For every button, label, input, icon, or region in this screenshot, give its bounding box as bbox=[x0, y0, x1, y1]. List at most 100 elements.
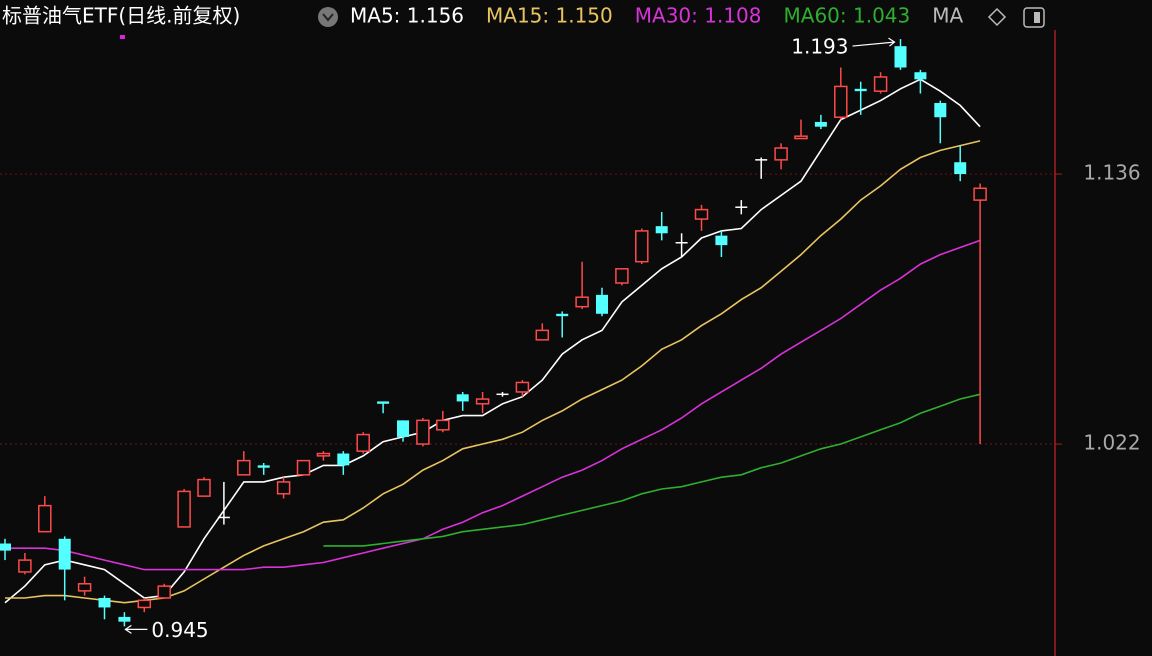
candle bbox=[0, 538, 11, 561]
y-tick-label: 1.136 bbox=[1083, 161, 1140, 185]
candle bbox=[118, 612, 131, 627]
candle-body bbox=[118, 616, 131, 622]
dropdown-button[interactable] bbox=[318, 7, 338, 27]
candle bbox=[655, 211, 668, 241]
candle bbox=[58, 536, 71, 601]
candle bbox=[575, 261, 589, 310]
candle-body bbox=[296, 459, 311, 476]
candle bbox=[98, 595, 111, 620]
candle-body bbox=[575, 296, 589, 308]
candle bbox=[615, 268, 629, 286]
candle bbox=[316, 451, 331, 461]
chart-title: 标普油气ETF(日线.前复权) bbox=[2, 4, 240, 28]
candle bbox=[475, 391, 490, 414]
panel-toggle[interactable] bbox=[1023, 7, 1045, 28]
candle bbox=[456, 391, 469, 411]
candle bbox=[556, 311, 569, 338]
candle bbox=[397, 420, 409, 442]
candle bbox=[715, 230, 728, 257]
candle-body bbox=[98, 597, 111, 608]
annotation-arrow bbox=[852, 41, 895, 47]
candle bbox=[834, 67, 848, 120]
candle bbox=[496, 391, 509, 397]
candle-body bbox=[715, 235, 728, 246]
candle-body bbox=[137, 599, 152, 609]
candle bbox=[276, 477, 291, 499]
candle-body bbox=[655, 226, 668, 234]
panel-icon-fill bbox=[1034, 12, 1040, 23]
diamond-icon[interactable] bbox=[987, 7, 1007, 27]
candle bbox=[356, 432, 370, 454]
candle-body bbox=[356, 433, 370, 452]
candle-body bbox=[416, 419, 430, 445]
candle bbox=[38, 496, 52, 533]
candle bbox=[77, 576, 92, 596]
candle-body bbox=[257, 465, 270, 468]
candle bbox=[973, 183, 987, 445]
candle bbox=[416, 417, 430, 447]
candle-body bbox=[954, 162, 967, 175]
candle bbox=[873, 72, 888, 94]
candle-body bbox=[38, 504, 52, 533]
candle-body bbox=[436, 419, 450, 431]
candle-body bbox=[337, 453, 350, 466]
candle bbox=[914, 69, 927, 94]
candle bbox=[157, 583, 171, 599]
candle-body bbox=[615, 268, 629, 284]
candle bbox=[257, 462, 270, 475]
ma-line bbox=[323, 393, 981, 547]
annotation-arrowhead bbox=[124, 624, 132, 634]
candle-body bbox=[535, 329, 550, 341]
legend-entry: MA5: 1.156 bbox=[350, 4, 464, 28]
candle-body bbox=[515, 381, 530, 393]
candle bbox=[436, 410, 450, 433]
candle-body bbox=[914, 72, 927, 80]
candle-body bbox=[18, 559, 32, 573]
candle-body bbox=[694, 208, 709, 220]
candle bbox=[755, 157, 768, 179]
candle-body bbox=[456, 394, 469, 402]
legend-entry: MA60: 1.043 bbox=[784, 4, 911, 28]
panel-icon[interactable] bbox=[1023, 7, 1045, 28]
marker-dot bbox=[120, 35, 125, 39]
candle-body bbox=[873, 76, 888, 92]
legend-entry: MA15: 1.150 bbox=[486, 4, 613, 28]
candle bbox=[337, 451, 350, 475]
candle-body bbox=[237, 459, 251, 476]
candle-body bbox=[635, 230, 649, 263]
dropdown-chevron bbox=[322, 13, 334, 22]
candle-body bbox=[894, 46, 907, 68]
candle-body bbox=[834, 85, 848, 118]
candle bbox=[137, 597, 152, 613]
candle-body bbox=[0, 543, 11, 551]
annotation-label: 0.945 bbox=[151, 618, 208, 642]
candle-body bbox=[973, 187, 987, 201]
candle-body bbox=[77, 583, 92, 592]
candle-body bbox=[58, 538, 71, 570]
candle bbox=[954, 145, 967, 182]
candle bbox=[596, 287, 608, 317]
candle bbox=[635, 228, 649, 265]
candle-body bbox=[556, 313, 569, 317]
candle-body bbox=[276, 481, 291, 495]
candle bbox=[894, 39, 907, 70]
candle bbox=[296, 459, 311, 476]
candle bbox=[774, 143, 788, 170]
candle bbox=[814, 114, 827, 130]
candle bbox=[694, 204, 709, 231]
candle-body bbox=[397, 420, 409, 437]
legend-entry: MA30: 1.108 bbox=[635, 4, 762, 28]
legend-more: MA bbox=[932, 4, 963, 28]
candle-body bbox=[475, 398, 490, 405]
candle bbox=[18, 552, 32, 575]
candle bbox=[794, 119, 808, 140]
candle-body bbox=[596, 294, 608, 314]
dropdown-circle[interactable] bbox=[318, 7, 338, 27]
candle bbox=[675, 233, 688, 257]
candle-body bbox=[814, 121, 827, 127]
candle-body bbox=[934, 103, 947, 118]
candle-body bbox=[377, 401, 390, 404]
